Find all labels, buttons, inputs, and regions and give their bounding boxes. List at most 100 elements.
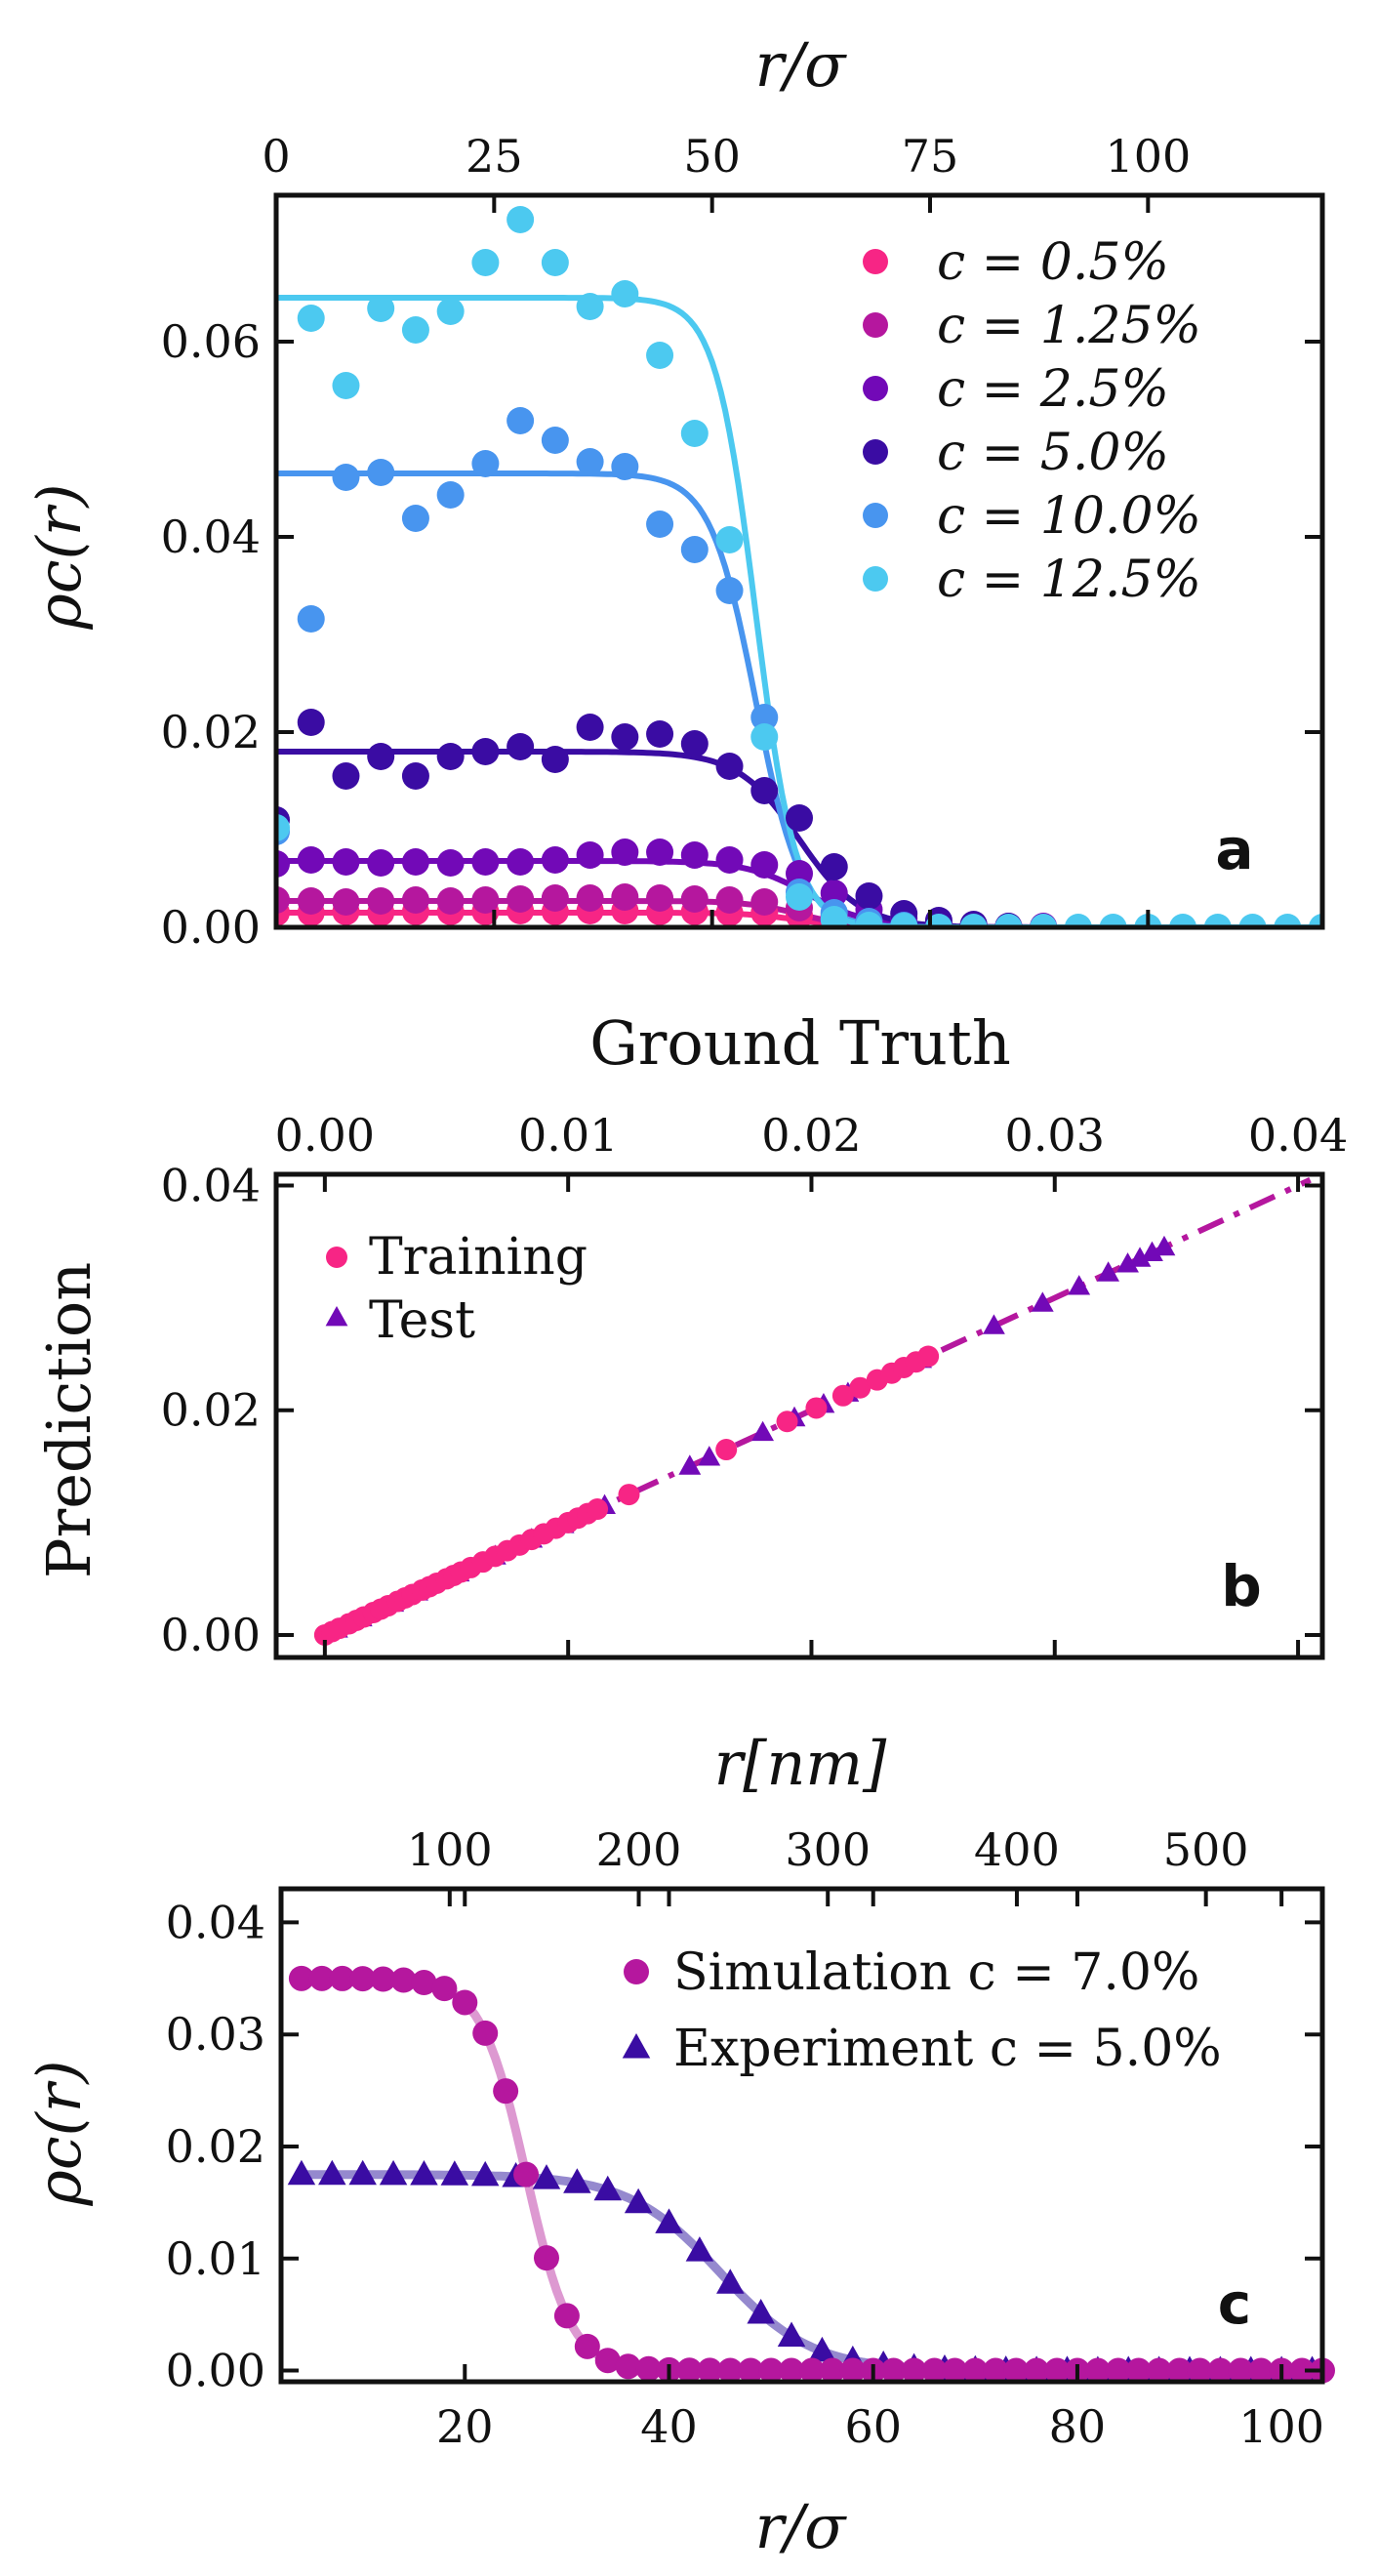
x-tick-label-top: 0 (262, 130, 290, 183)
simulation-point (798, 2357, 825, 2384)
data-point-series-2 (541, 846, 569, 874)
data-point-series-2 (367, 849, 395, 877)
data-point-series-5 (1238, 914, 1267, 927)
x-tick-label-top: 0.04 (1248, 1109, 1348, 1162)
data-point-series-5 (715, 526, 744, 553)
test-point (1097, 1261, 1120, 1282)
data-point-series-5 (1169, 914, 1197, 927)
y-tick-label: 0.04 (166, 1896, 265, 1948)
experiment-point (318, 2159, 346, 2186)
simulation-point (370, 1966, 396, 1992)
x-tick-label-top: 100 (407, 1823, 493, 1876)
panel-c-legend: Simulation c = 7.0% Experiment c = 5.0% (622, 1943, 1222, 2078)
data-point-series-4 (541, 427, 569, 454)
data-point-series-3 (332, 762, 360, 790)
simulation-point (431, 1976, 458, 2002)
data-point-series-4 (471, 450, 500, 477)
data-point-series-3 (471, 738, 500, 765)
legend-label: c = 5.0% (937, 424, 1169, 482)
data-point-series-5 (297, 305, 325, 332)
simulation-point (1207, 2357, 1234, 2384)
legend-marker (863, 566, 888, 592)
test-point (1068, 1275, 1091, 1295)
legend-marker-test (325, 1306, 348, 1327)
training-point (831, 1384, 854, 1407)
data-point-series-3 (576, 714, 604, 741)
simulation-point (1146, 2357, 1172, 2384)
simulation-point (1105, 2357, 1131, 2384)
legend-label: c = 10.0% (937, 487, 1201, 546)
data-point-series-1 (576, 884, 604, 912)
training-point (917, 1345, 940, 1368)
data-point-series-5 (1064, 914, 1092, 927)
panel-a: r/σ ρc(r) 0 25 50 75 100 0.00 0.02 0.04 0.06 c =… (23, 29, 1325, 954)
data-point-series-3 (541, 746, 569, 773)
x-tick-label: 40 (640, 2400, 698, 2453)
panel-c-top-xlabel: r[nm] (714, 1728, 888, 1799)
simulation-point (329, 1965, 355, 1991)
data-point-series-5 (401, 316, 429, 344)
simulation-point (758, 2357, 785, 2384)
experiment-point (655, 2208, 683, 2233)
simulation-point (717, 2357, 744, 2384)
data-point-series-4 (680, 536, 709, 563)
data-point-series-3 (680, 730, 709, 757)
experiment-point (410, 2159, 438, 2186)
simulation-point (1187, 2357, 1213, 2384)
simulation-point (1248, 2357, 1275, 2384)
simulation-point (635, 2355, 662, 2382)
test-point (698, 1446, 721, 1466)
panel-c-frame (278, 1886, 1325, 2385)
simulation-point (1044, 2357, 1071, 2384)
simulation-point (533, 2245, 559, 2271)
simulation-point (1289, 2357, 1316, 2384)
simulation-point (1003, 2357, 1030, 2384)
y-tick-label: 0.00 (166, 2345, 265, 2397)
simulation-point (553, 2303, 580, 2329)
x-tick-label-top: 50 (683, 130, 741, 183)
x-tick-label-top: 300 (785, 1823, 871, 1876)
legend-marker (863, 249, 888, 274)
simulation-point (472, 2020, 499, 2046)
panel-b-top-xlabel: Ground Truth (589, 1007, 1011, 1079)
experiment-point (747, 2299, 775, 2324)
legend-marker (863, 503, 888, 528)
panel-c-letter: c (1218, 2270, 1251, 2337)
panel-b-letter: b (1221, 1553, 1262, 1619)
data-point-series-3 (507, 733, 535, 760)
panel-c-bottom-xlabel: r/σ (755, 2491, 848, 2562)
panel-b-frame (273, 1171, 1325, 1660)
x-tick-label: 60 (844, 2400, 902, 2453)
data-point-series-3 (367, 743, 395, 770)
data-point-series-1 (471, 886, 500, 914)
training-point (805, 1397, 828, 1419)
data-point-series-1 (507, 885, 535, 913)
simulation-point (697, 2357, 723, 2384)
test-point (1128, 1247, 1152, 1267)
legend-marker (863, 439, 888, 465)
data-point-series-2 (332, 848, 360, 876)
data-point-series-2 (576, 841, 604, 869)
training-point (776, 1411, 798, 1433)
data-point-series-4 (332, 464, 360, 491)
experiment-point (532, 2164, 561, 2189)
simulation-point (1024, 2357, 1050, 2384)
y-tick-label: 0.06 (161, 315, 261, 368)
data-point-series-1 (401, 886, 429, 914)
simulation-point (308, 1965, 335, 1991)
experiment-point (808, 2336, 836, 2362)
data-point-series-3 (646, 720, 674, 748)
data-point-series-4 (297, 605, 325, 633)
data-point-series-1 (680, 885, 709, 913)
simulation-point (880, 2357, 907, 2384)
experiment-point (685, 2236, 714, 2262)
y-tick-label: 0.02 (166, 2120, 265, 2173)
data-point-series-1 (611, 883, 639, 911)
legend-label: c = 1.25% (937, 297, 1201, 355)
legend-label-test: Test (369, 1291, 475, 1350)
legend-label: c = 0.5% (937, 233, 1169, 292)
legend-label-simulation: Simulation c = 7.0% (673, 1943, 1199, 2002)
x-tick-label-top: 0.02 (761, 1109, 861, 1162)
data-point-series-2 (276, 850, 290, 878)
